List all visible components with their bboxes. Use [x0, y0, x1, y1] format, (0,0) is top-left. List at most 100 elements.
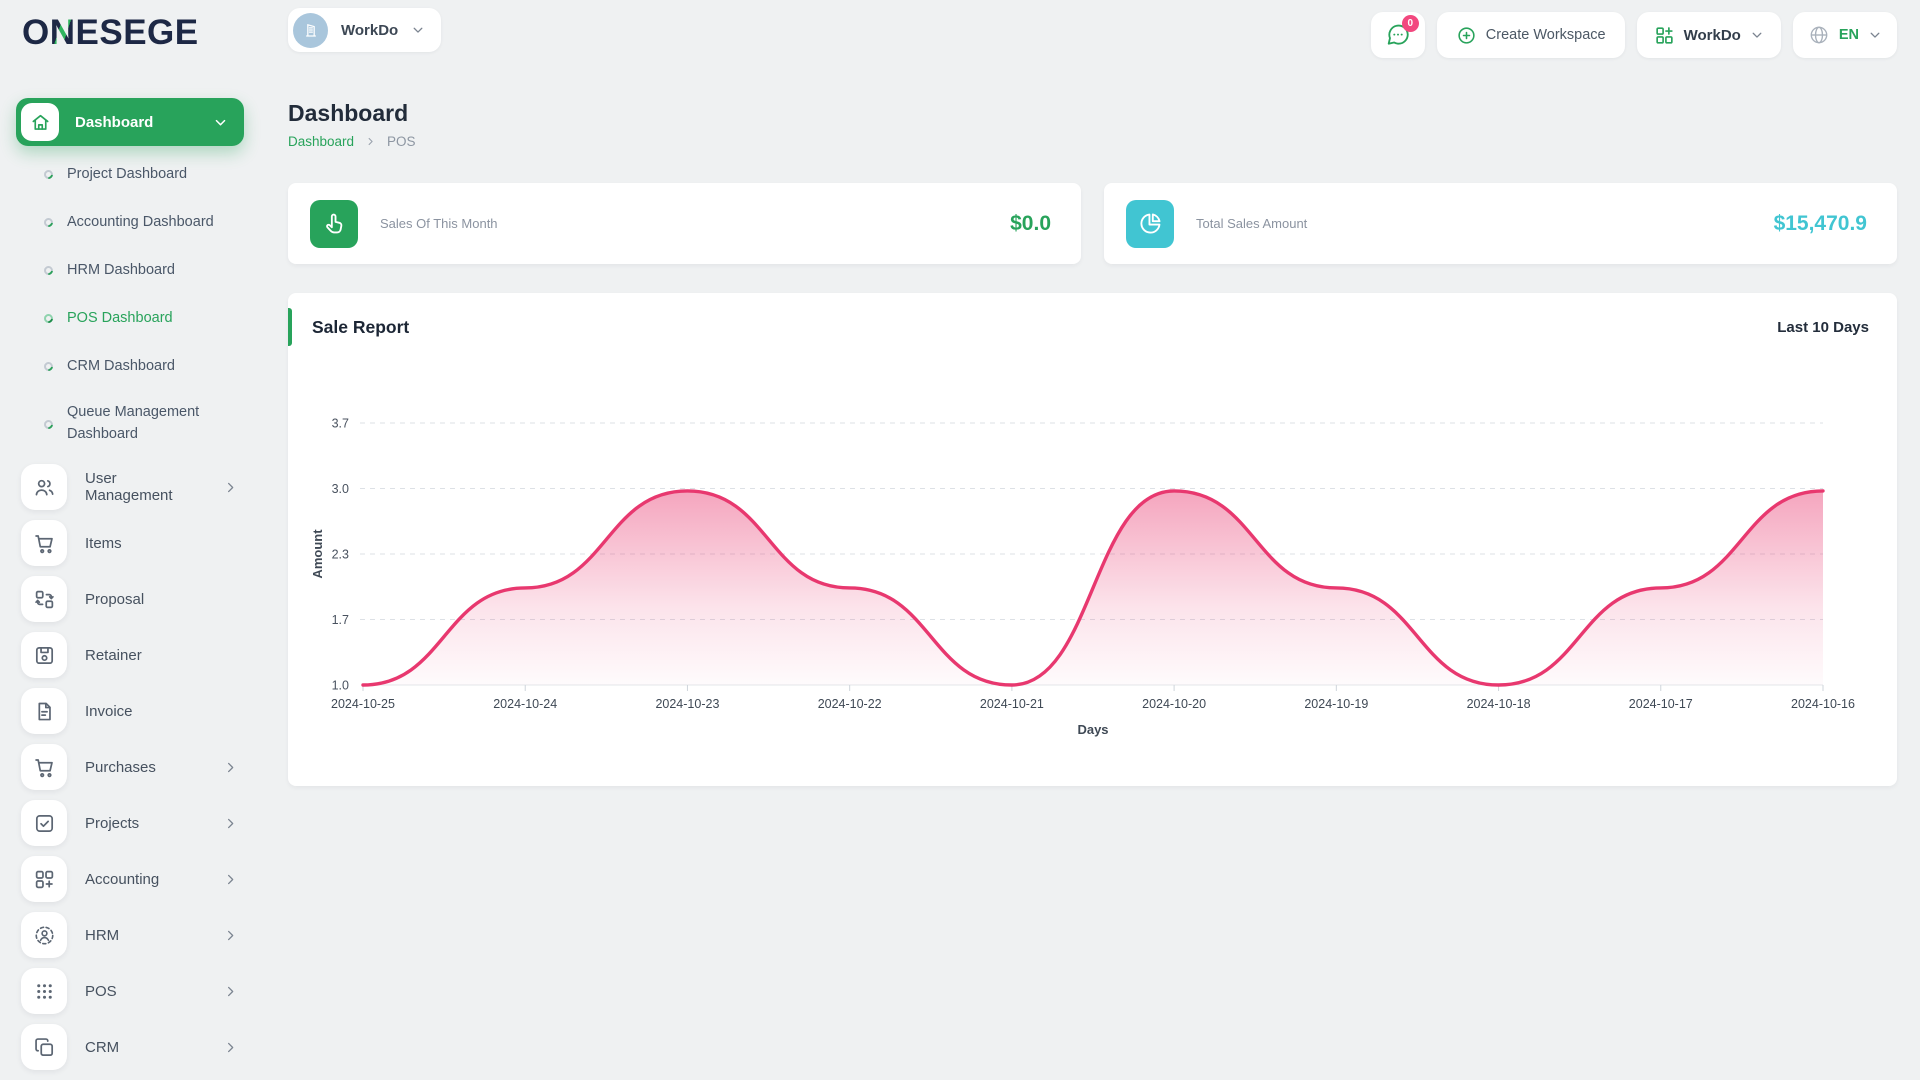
stat-label: Sales Of This Month [380, 216, 498, 231]
sidebar-item-hrm-dashboard[interactable]: HRM Dashboard [0, 246, 260, 294]
chevron-right-icon [223, 872, 238, 887]
sidebar-item-label: CRM Dashboard [67, 358, 175, 374]
svg-text:2024-10-24: 2024-10-24 [493, 697, 557, 711]
svg-text:3.0: 3.0 [332, 482, 349, 496]
sidebar-item-accounting[interactable]: Accounting [0, 851, 260, 907]
topbar-actions: 0 Create Workspace WorkDo EN [1370, 12, 1897, 58]
copy-squares-icon [21, 1024, 67, 1070]
file-text-icon [21, 688, 67, 734]
bullet-icon [42, 311, 55, 325]
logo-text: ESEGE [75, 13, 199, 52]
sidebar-item-crm[interactable]: CRM [0, 1019, 260, 1075]
dots-grid-icon [21, 968, 67, 1014]
chevron-right-icon [223, 480, 238, 495]
sidebar-item-label: HRM Dashboard [67, 262, 175, 278]
sale-report-area-chart: 1.0 1.7 2.3 3.0 3.7 2024-10-25 2024-10-24 2024-… [310, 417, 1855, 738]
sidebar-item-items[interactable]: Items [0, 515, 260, 571]
save-icon [21, 632, 67, 678]
chart-title: Sale Report [312, 316, 410, 337]
workspace-name: WorkDo [341, 21, 399, 39]
users-icon [21, 464, 67, 510]
messages-button[interactable]: 0 [1370, 12, 1425, 58]
sidebar-item-label: Accounting Dashboard [67, 214, 214, 230]
bullet-icon [42, 167, 55, 181]
chevron-right-icon [223, 816, 238, 831]
main-content: Dashboard Dashboard POS Sales Of This Mo… [288, 70, 1897, 786]
building-icon [305, 24, 316, 37]
sidebar-item-pos[interactable]: POS [0, 963, 260, 1019]
create-workspace-label: Create Workspace [1485, 27, 1606, 43]
svg-text:3.7: 3.7 [332, 417, 349, 431]
sale-report-card: Sale Report Last 10 Days 1.0 1.7 2.3 3.0 3.7… [288, 293, 1897, 786]
svg-text:2024-10-25: 2024-10-25 [331, 697, 395, 711]
sidebar-item-proposal[interactable]: Proposal [0, 571, 260, 627]
svg-text:2024-10-16: 2024-10-16 [1791, 697, 1855, 711]
chevron-right-icon [223, 928, 238, 943]
sidebar-item-label: Projects [85, 814, 140, 832]
sidebar-item-dashboard[interactable]: Dashboard [16, 98, 244, 146]
sidebar-item-pos-dashboard[interactable]: POS Dashboard [0, 294, 260, 342]
sidebar: Dashboard Project Dashboard Accounting D… [0, 70, 260, 1080]
svg-text:2024-10-17: 2024-10-17 [1629, 697, 1693, 711]
sidebar-item-user-management[interactable]: User Management [0, 459, 260, 515]
stat-cards: Sales Of This Month $0.0 Total Sales Amo… [288, 183, 1897, 264]
workspace-avatar [293, 12, 328, 48]
chevron-right-icon [223, 1040, 238, 1055]
app-logo[interactable]: ONESEGE [22, 13, 199, 53]
chevron-down-icon [213, 115, 228, 130]
bullet-icon [42, 359, 55, 373]
svg-text:2024-10-20: 2024-10-20 [1142, 697, 1206, 711]
apps-menu-button[interactable]: WorkDo [1636, 12, 1781, 58]
cart-icon [21, 744, 67, 790]
breadcrumb-link-dashboard[interactable]: Dashboard [288, 134, 355, 149]
chevron-right-icon [365, 136, 376, 147]
bullet-icon [42, 215, 55, 229]
plus-circle-icon [1458, 26, 1475, 44]
svg-text:1.0: 1.0 [332, 679, 349, 693]
chart-range-label: Last 10 Days [1777, 318, 1869, 336]
sidebar-item-invoice[interactable]: Invoice [0, 683, 260, 739]
sidebar-item-label: CRM [85, 1038, 120, 1056]
bullet-icon [42, 417, 55, 431]
sidebar-item-label: Project Dashboard [67, 166, 188, 182]
chat-bubble-icon [1387, 24, 1409, 45]
breadcrumb-current: POS [387, 134, 416, 149]
grid-plus-icon [1655, 26, 1673, 44]
sidebar-item-projects[interactable]: Projects [0, 795, 260, 851]
sidebar-item-project-dashboard[interactable]: Project Dashboard [0, 150, 260, 198]
sidebar-item-hrm[interactable]: HRM [0, 907, 260, 963]
logo-accent-letter: N [49, 13, 76, 52]
stat-card-sales-of-this-month: Sales Of This Month $0.0 [288, 183, 1081, 264]
sidebar-item-accounting-dashboard[interactable]: Accounting Dashboard [0, 198, 260, 246]
sidebar-item-label: Invoice [85, 702, 133, 720]
sidebar-item-purchases[interactable]: Purchases [0, 739, 260, 795]
svg-text:2024-10-19: 2024-10-19 [1304, 697, 1368, 711]
svg-text:2024-10-18: 2024-10-18 [1467, 697, 1531, 711]
language-selector[interactable]: EN [1792, 12, 1897, 58]
sidebar-item-label: Dashboard [75, 113, 154, 131]
sidebar-item-label: Items [85, 534, 122, 552]
page-title: Dashboard [288, 100, 409, 126]
pie-chart-icon [1126, 199, 1174, 248]
sidebar-item-queue-management-dashboard[interactable]: Queue Management Dashboard [0, 390, 260, 458]
messages-count-badge: 0 [1401, 15, 1419, 32]
home-icon [21, 103, 59, 141]
stat-card-total-sales-amount: Total Sales Amount $15,470.9 [1104, 183, 1897, 264]
chevron-down-icon [1868, 28, 1882, 42]
svg-text:2024-10-23: 2024-10-23 [655, 697, 719, 711]
sidebar-item-label: POS [85, 982, 117, 1000]
sale-report-header: Sale Report Last 10 Days [288, 308, 1869, 346]
chevron-right-icon [223, 984, 238, 999]
check-square-icon [21, 800, 67, 846]
chevron-right-icon [223, 760, 238, 775]
hand-click-icon [310, 199, 358, 248]
workspace-switcher[interactable]: WorkDo [288, 8, 442, 52]
sidebar-item-label: POS Dashboard [67, 310, 173, 326]
create-workspace-button[interactable]: Create Workspace [1436, 12, 1625, 58]
globe-icon [1810, 26, 1828, 44]
sidebar-item-crm-dashboard[interactable]: CRM Dashboard [0, 342, 260, 390]
svg-text:2024-10-21: 2024-10-21 [980, 697, 1044, 711]
sidebar-item-label: Proposal [85, 590, 145, 608]
sidebar-item-retainer[interactable]: Retainer [0, 627, 260, 683]
svg-text:2024-10-22: 2024-10-22 [818, 697, 882, 711]
